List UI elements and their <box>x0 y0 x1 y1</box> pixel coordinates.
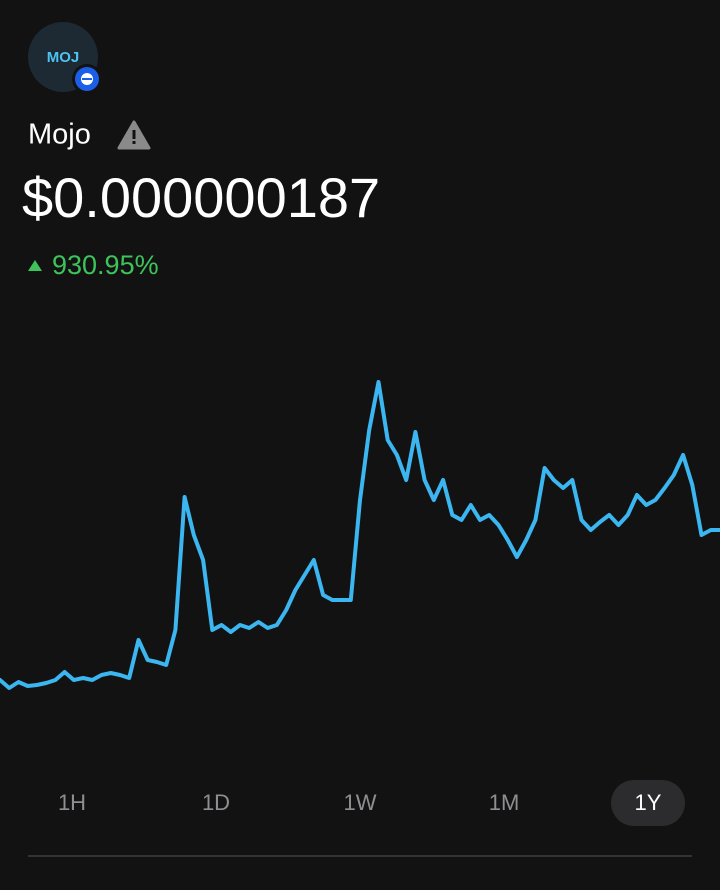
up-arrow <box>28 260 42 271</box>
range-button[interactable]: 1M <box>489 790 520 815</box>
token-name: Mojo <box>28 119 91 151</box>
logo-text: MOJ <box>47 49 80 66</box>
range-button[interactable]: 1W <box>344 790 377 815</box>
range-pill <box>611 780 685 826</box>
range-button[interactable]: 1H <box>58 790 86 815</box>
range-button[interactable]: 1D <box>202 790 230 815</box>
price: $0.000000187 <box>22 166 380 229</box>
price-line <box>0 380 720 690</box>
range-button[interactable]: 1Y <box>635 790 662 815</box>
range-selector: 1H 1D 1W 1M 1Y <box>58 780 685 826</box>
warning-mark <box>132 130 136 139</box>
badge-bar <box>82 78 92 80</box>
price-chart <box>0 380 720 690</box>
change: 930.95% <box>52 250 159 280</box>
warning-dot <box>132 141 136 144</box>
